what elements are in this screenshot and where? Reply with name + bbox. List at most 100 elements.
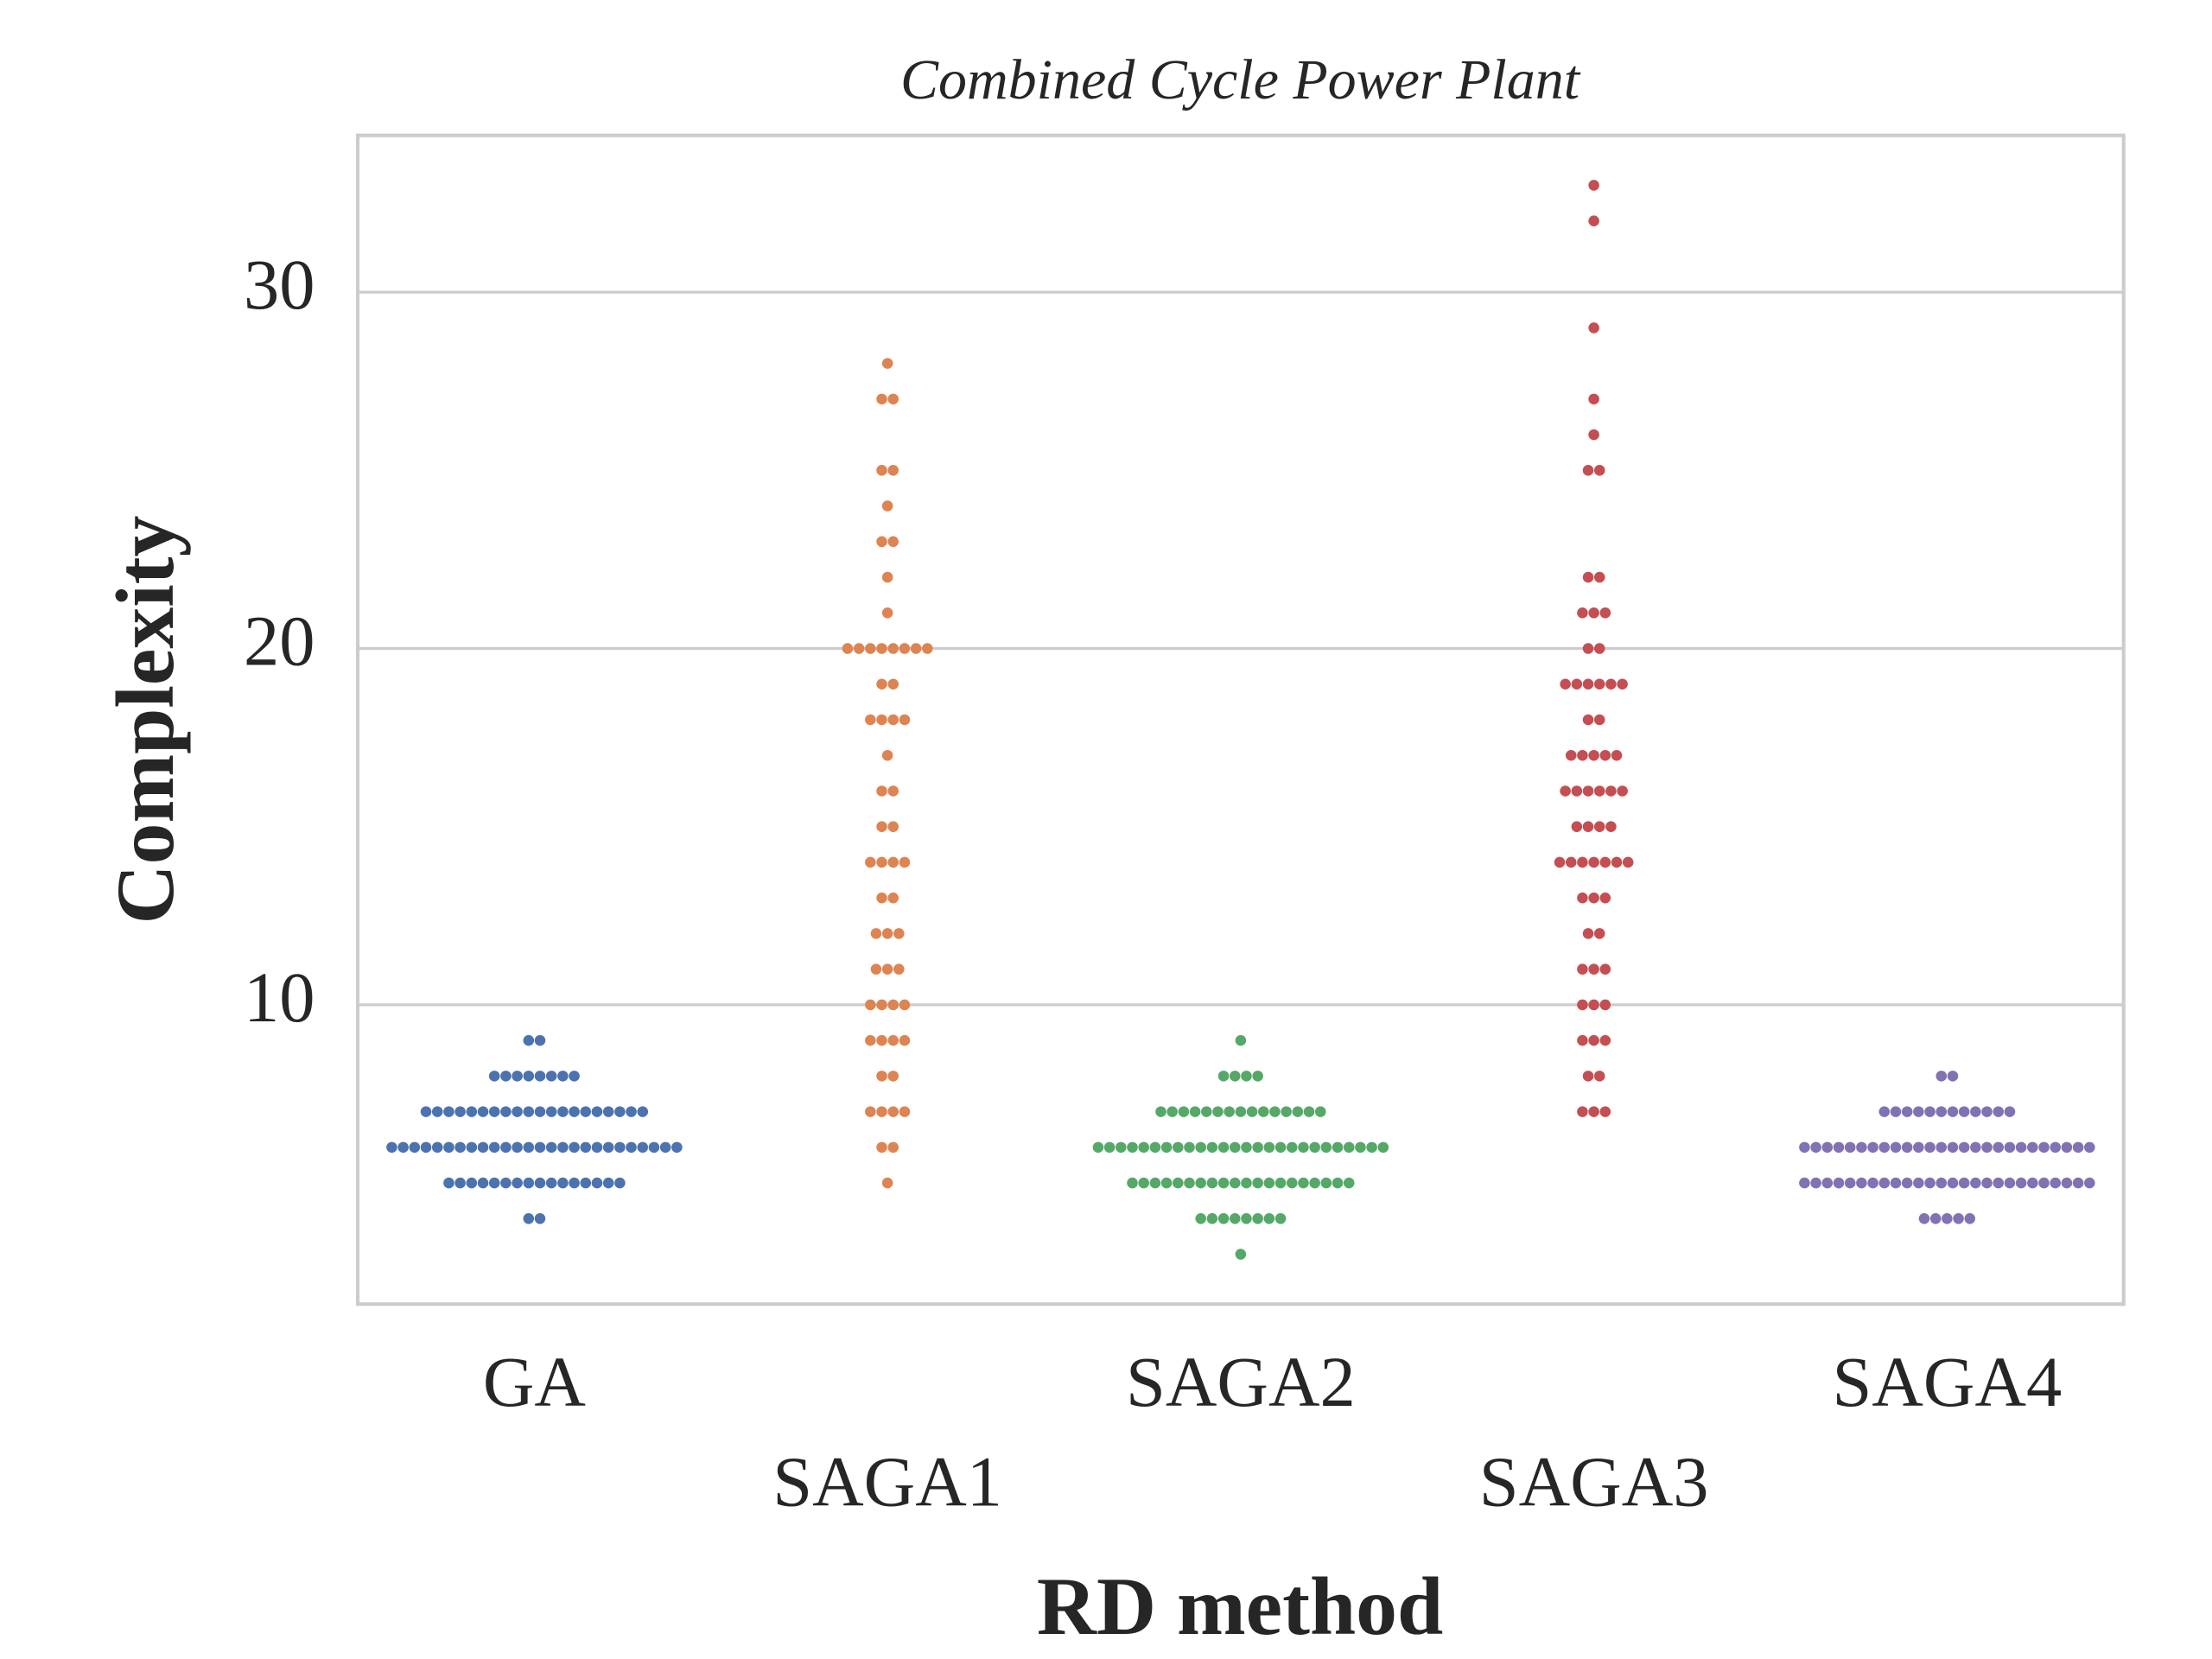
dot (1947, 1177, 1959, 1189)
dot (1577, 1034, 1588, 1046)
dot (1582, 643, 1594, 654)
dot (1235, 1034, 1247, 1046)
dot (2061, 1177, 2073, 1189)
dot (614, 1106, 626, 1117)
dot (1582, 821, 1594, 832)
dot (523, 1141, 535, 1154)
dot (1593, 821, 1605, 832)
dot (1235, 1106, 1247, 1117)
dot (1924, 1106, 1936, 1117)
dot (1599, 1106, 1611, 1117)
dot (1599, 892, 1611, 904)
dot (1286, 1177, 1298, 1189)
dot (2072, 1141, 2084, 1154)
dot (1571, 678, 1583, 690)
dot (1611, 856, 1623, 868)
dot (454, 1177, 466, 1189)
dot (1206, 1213, 1218, 1224)
dot (1230, 1141, 1241, 1154)
dot (853, 643, 865, 654)
dot (1593, 571, 1605, 583)
dot (477, 1106, 489, 1117)
dot (626, 1106, 637, 1117)
dot (1173, 1141, 1184, 1154)
dot (1913, 1141, 1924, 1154)
dot (1856, 1177, 1867, 1189)
dot (1981, 1106, 1993, 1117)
dot (1890, 1141, 1902, 1154)
dot (523, 1106, 535, 1117)
x-tick-label: SAGA3 (1479, 1443, 1709, 1522)
dot (1217, 1213, 1230, 1224)
dot (887, 678, 899, 690)
dot (580, 1141, 592, 1154)
dot (887, 999, 899, 1011)
dot (443, 1106, 454, 1117)
dot (876, 1034, 887, 1046)
dot (1588, 749, 1599, 761)
dot (1821, 1141, 1834, 1154)
dot (1901, 1177, 1913, 1189)
dot (409, 1141, 421, 1154)
dot (887, 1106, 899, 1117)
dot (1993, 1177, 2005, 1189)
dot (2015, 1141, 2027, 1154)
dot (602, 1106, 614, 1117)
dot (1582, 465, 1594, 476)
dot (1292, 1106, 1304, 1117)
dot (545, 1141, 557, 1154)
dot (500, 1141, 512, 1154)
dot (1332, 1141, 1344, 1154)
dot (1622, 856, 1634, 868)
dot (1593, 465, 1605, 476)
dot (1138, 1177, 1149, 1189)
dot (1981, 1177, 1993, 1189)
dot (1936, 1141, 1948, 1154)
dot (1252, 1141, 1263, 1154)
dot (420, 1141, 432, 1154)
dot (1913, 1106, 1924, 1117)
dot (1184, 1141, 1195, 1154)
dot (893, 963, 905, 975)
dot (1577, 892, 1588, 904)
dot (1913, 1177, 1924, 1189)
dot (1246, 1106, 1258, 1117)
dot (1212, 1106, 1224, 1117)
dot (1878, 1141, 1891, 1154)
dot (1577, 607, 1588, 619)
dot (1958, 1141, 1970, 1154)
dot (1890, 1106, 1902, 1117)
dot (865, 856, 876, 868)
dot (557, 1071, 569, 1082)
x-tick-label: SAGA4 (1832, 1343, 2062, 1421)
dot (1958, 1106, 1970, 1117)
dot (1605, 678, 1617, 690)
dot (569, 1177, 580, 1189)
dot (1195, 1177, 1206, 1189)
dot (1582, 1071, 1594, 1082)
dot (2084, 1177, 2095, 1189)
dot (1588, 429, 1599, 441)
dot (431, 1141, 443, 1154)
dot (1366, 1141, 1377, 1154)
dot (1127, 1141, 1138, 1154)
dot (523, 1213, 535, 1224)
dot (1936, 1106, 1948, 1117)
dot (1263, 1213, 1275, 1224)
dot (659, 1141, 671, 1154)
dot (1599, 963, 1611, 975)
dot (2004, 1177, 2016, 1189)
dot (1241, 1141, 1252, 1154)
dot (1127, 1177, 1138, 1189)
dot (1577, 856, 1588, 868)
dot (386, 1141, 397, 1154)
dot (876, 856, 887, 868)
dot (1274, 1177, 1287, 1189)
dot (534, 1213, 546, 1224)
dot (876, 785, 887, 797)
dot (500, 1177, 512, 1189)
dot (1571, 785, 1583, 797)
dot (881, 607, 893, 619)
dot (1588, 856, 1599, 868)
